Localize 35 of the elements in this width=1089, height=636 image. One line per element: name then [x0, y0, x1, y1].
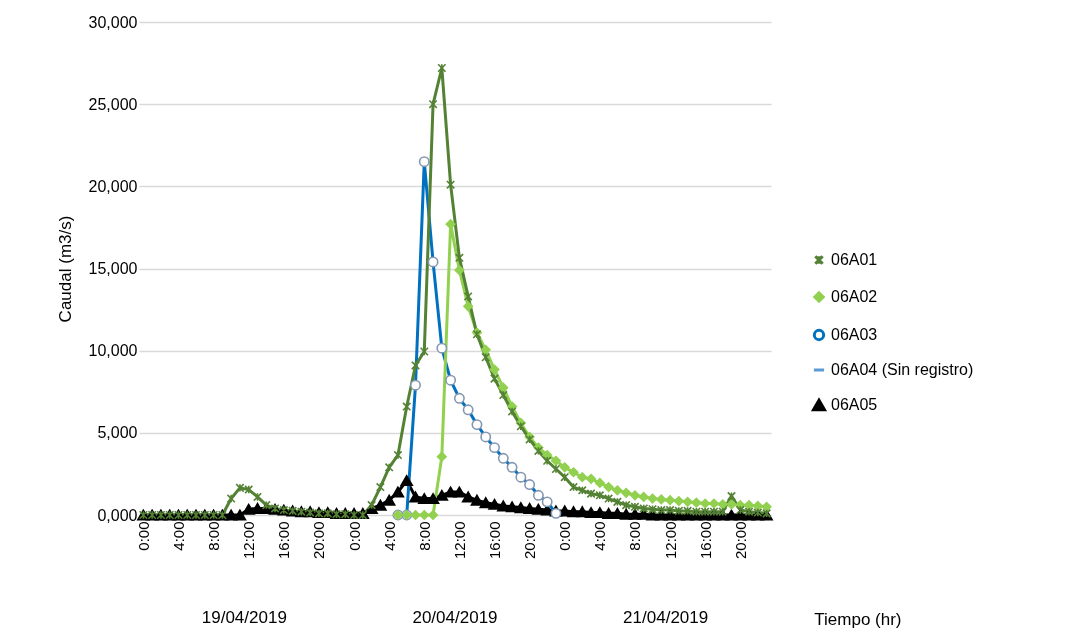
legend-label: 06A03	[831, 326, 878, 343]
x-tick-label: 20:00	[731, 521, 749, 560]
legend-label: 06A04 (Sin registro)	[831, 361, 974, 378]
x-tick-label: 16:00	[696, 521, 714, 560]
x-tick-label: 4:00	[170, 521, 187, 551]
y-tick-label: 25,000	[88, 95, 138, 113]
x-tick-label: 16:00	[486, 521, 503, 560]
x-tick-label: 16:00	[275, 521, 293, 560]
x-axis-title: Tiempo (hr)	[814, 609, 902, 629]
x-tick-label: 0:00	[556, 521, 574, 551]
legend-label: 06A05	[831, 396, 878, 413]
x-tick-label: 0:00	[345, 521, 363, 551]
x-tick-label: 12:00	[450, 521, 468, 560]
x-tick-label: 12:00	[661, 521, 679, 560]
y-tick-label: 15,000	[88, 260, 138, 277]
y-tick-label: 10,000	[88, 342, 138, 360]
x-tick-label: 4:00	[380, 521, 398, 551]
x-tick-label: 12:00	[240, 521, 258, 560]
x-tick-label: 20:00	[521, 521, 539, 560]
y-tick-label: 5,000	[97, 424, 138, 442]
x-tick-label: 20:00	[310, 521, 328, 560]
x-tick-label: 8:00	[415, 521, 433, 551]
text: 20/04/2019	[412, 608, 498, 627]
x-tick-label: 0:00	[134, 521, 152, 551]
y-tick-label: 20,000	[88, 177, 138, 195]
text: 21/04/2019	[623, 608, 709, 627]
y-tick-label: 30,000	[88, 13, 138, 31]
legend-label: 06A02	[831, 288, 878, 305]
x-tick-label: 8:00	[205, 521, 223, 551]
x-tick-label: 4:00	[591, 521, 609, 551]
y-axis-title: Caudal (m3/s)	[55, 215, 75, 323]
legend-label: 06A01	[831, 251, 878, 268]
y-tick-label: 0,000	[97, 506, 138, 524]
x-tick-label: 8:00	[626, 521, 644, 551]
text: 19/04/2019	[201, 608, 287, 627]
